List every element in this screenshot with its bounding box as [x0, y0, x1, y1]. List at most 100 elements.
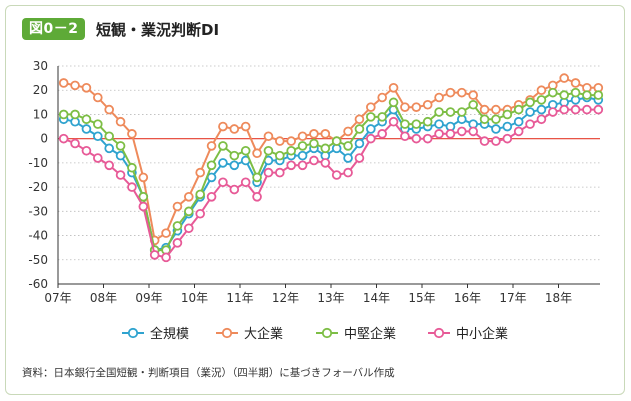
data-point [195, 208, 205, 219]
data-point [548, 87, 558, 98]
data-point [388, 116, 399, 127]
data-point [422, 133, 433, 144]
series-中小企業 [58, 104, 604, 263]
data-point [468, 90, 478, 100]
data-point [320, 143, 331, 154]
data-point [411, 102, 422, 112]
data-point [513, 126, 524, 137]
x-tick-label: 17年 [499, 291, 526, 305]
data-point [206, 192, 217, 202]
legend: 全規模 大企業 中堅企業 中小企業 [122, 326, 508, 342]
data-point [240, 177, 251, 188]
data-point [81, 124, 92, 134]
y-tick-label: 30 [33, 59, 48, 73]
data-point [366, 133, 376, 144]
data-point [457, 107, 467, 117]
data-point [536, 104, 547, 115]
data-point [286, 160, 296, 171]
x-tick-label: 11年 [226, 291, 253, 305]
data-point [513, 104, 524, 115]
data-point [263, 145, 274, 156]
data-point [93, 153, 103, 163]
data-point [115, 116, 126, 127]
data-point [400, 102, 410, 112]
y-tick-label: 10 [33, 107, 48, 121]
x-tick-label: 18年 [545, 291, 572, 305]
data-point [229, 160, 240, 171]
x-tick-label: 15年 [408, 291, 435, 305]
data-point [468, 99, 478, 110]
data-point [559, 73, 569, 83]
data-point [161, 252, 171, 263]
data-point [229, 184, 240, 195]
data-point [252, 172, 262, 183]
series-line [63, 91, 599, 252]
data-point [422, 116, 433, 127]
data-point [320, 158, 331, 168]
y-tick-label: -10 [28, 156, 48, 170]
data-point [138, 192, 149, 202]
source-note: 資料：日本銀行全国短観・判断項目（業況）（四半期）に基づきフォーバル作成 [22, 367, 395, 379]
data-point [309, 129, 319, 139]
data-point [525, 119, 535, 129]
figure-frame [5, 5, 625, 395]
legend-item: 全規模 [122, 326, 189, 342]
x-tick-label: 13年 [317, 291, 344, 305]
data-point [445, 129, 456, 139]
data-point [559, 90, 569, 100]
data-point [491, 104, 501, 115]
data-point [491, 124, 501, 134]
data-point [354, 153, 365, 163]
data-point [377, 129, 387, 139]
data-point [593, 90, 604, 100]
y-tick-label: 20 [33, 83, 48, 97]
y-axis-ticks: 30 20 10 0 -10 -20 -30 -40 -50 -60 [28, 59, 48, 291]
data-point [184, 223, 194, 234]
data-point [354, 124, 365, 134]
data-point [434, 107, 444, 117]
data-point [297, 150, 308, 161]
data-point [377, 112, 387, 122]
data-point [343, 126, 353, 137]
y-tick-label: 0 [40, 132, 48, 146]
data-point [104, 160, 114, 171]
data-point [548, 107, 558, 117]
legend-swatch-marker [321, 327, 333, 339]
legend-swatch-marker [127, 327, 139, 339]
data-point [70, 109, 80, 120]
data-point [275, 150, 285, 161]
data-point [309, 138, 319, 149]
data-point [184, 206, 194, 217]
data-point [479, 114, 490, 125]
data-point [400, 119, 410, 129]
data-point [127, 129, 137, 139]
x-axis-ticks: 07年 08年 09年 10年 11年 12年 13年 14年 15年 16年 17年 18年 [44, 284, 572, 305]
data-point [263, 131, 274, 142]
legend-label: 大企業 [244, 326, 283, 342]
y-tick-label: -60 [28, 277, 48, 291]
data-point [115, 150, 126, 161]
data-point [502, 133, 513, 144]
data-point [354, 138, 365, 149]
data-point [172, 201, 183, 212]
x-tick-label: 07年 [44, 291, 71, 305]
data-point [93, 92, 103, 103]
y-tick-label: -50 [28, 253, 48, 267]
data-point [536, 114, 547, 125]
data-point [58, 133, 69, 144]
y-tick-label: -20 [28, 180, 48, 194]
data-point [434, 119, 444, 129]
data-point [115, 141, 126, 151]
data-point [377, 92, 387, 103]
plot-area [58, 73, 604, 263]
data-point [206, 141, 217, 151]
data-point [81, 114, 92, 125]
data-point [127, 182, 137, 192]
data-point [479, 104, 490, 115]
legend-swatch-marker [221, 327, 233, 339]
data-point [263, 167, 274, 178]
data-point [161, 228, 171, 238]
data-point [149, 250, 160, 260]
data-point [138, 201, 149, 212]
data-point [229, 150, 240, 161]
